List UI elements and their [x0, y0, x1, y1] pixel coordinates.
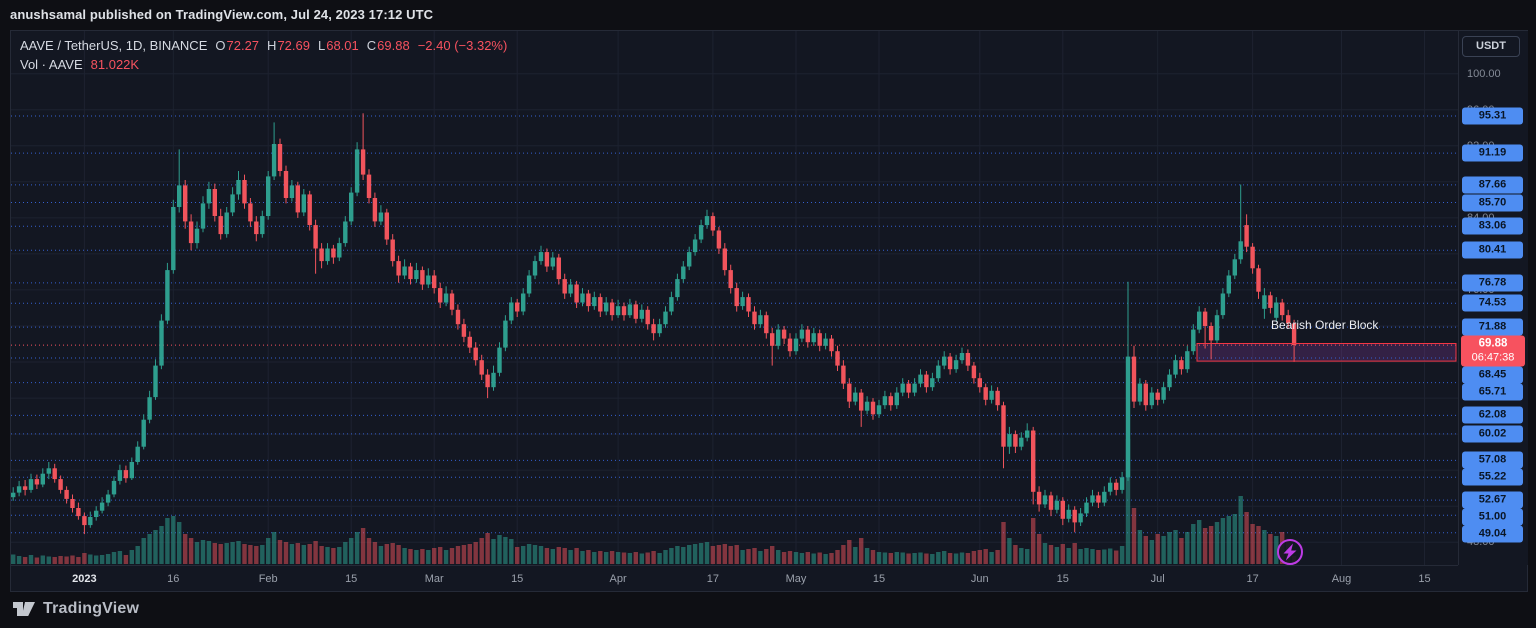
price-alert-label[interactable]: 83.06 [1462, 217, 1523, 235]
ohlc-low: L 68.01 [317, 37, 359, 53]
bearish-order-block-label[interactable]: Bearish Order Block [1271, 318, 1379, 332]
last-price-value: 69.88 [1478, 337, 1508, 350]
order-block-zone[interactable] [1196, 343, 1457, 362]
time-tick-15: 15 [511, 573, 524, 585]
price-alert-label[interactable]: 55.22 [1462, 468, 1523, 486]
time-tick-jun: Jun [970, 573, 989, 585]
chart-area[interactable]: AAVE / TetherUS, 1D, BINANCE O 72.27 H 72.… [11, 31, 1458, 565]
time-tick-jul: Jul [1150, 573, 1165, 585]
price-alert-label[interactable]: 51.00 [1462, 508, 1523, 526]
time-tick-apr: Apr [609, 573, 627, 585]
time-tick-17: 17 [1246, 573, 1259, 585]
price-alert-label[interactable]: 95.31 [1462, 107, 1523, 125]
time-tick-16: 16 [167, 573, 180, 585]
price-alert-label[interactable]: 62.08 [1462, 406, 1523, 424]
price-alert-label[interactable]: 80.41 [1462, 241, 1523, 259]
price-alert-label[interactable]: 60.02 [1462, 425, 1523, 443]
symbol-legend: AAVE / TetherUS, 1D, BINANCE O 72.27 H 72.… [20, 36, 507, 73]
time-tick-feb: Feb [258, 573, 278, 585]
boost-icon[interactable] [1277, 539, 1303, 565]
ohlc-close: C 69.88 [366, 37, 410, 53]
price-alert-label[interactable]: 91.19 [1462, 144, 1523, 162]
candlestick-chart[interactable] [11, 31, 1458, 565]
price-alert-label[interactable]: 71.88 [1462, 318, 1523, 336]
legend-ohlc-row: AAVE / TetherUS, 1D, BINANCE O 72.27 H 72.… [20, 36, 507, 54]
chart-widget: AAVE / TetherUS, 1D, BINANCE O 72.27 H 72.… [10, 30, 1528, 592]
price-alert-label[interactable]: 76.78 [1462, 274, 1523, 292]
time-tick-2023: 2023 [72, 573, 97, 585]
time-tick-may: May [785, 573, 807, 585]
tradingview-logo-icon [13, 601, 35, 616]
currency-toggle-button[interactable]: USDT [1462, 36, 1520, 57]
time-tick-mar: Mar [424, 573, 444, 585]
price-axis[interactable]: USDT 100.0096.0092.0084.0076.0048.0095.3… [1458, 31, 1528, 565]
time-tick-15: 15 [345, 573, 358, 585]
tradingview-wordmark: TradingView [43, 600, 140, 617]
price-alert-label[interactable]: 68.45 [1462, 366, 1523, 384]
legend-volume-row: Vol · AAVE 81.022K [20, 55, 507, 73]
time-axis[interactable]: 2023 16 Feb 15 Mar 15 Apr 17 May 15 Jun 15 Jul 17 Aug 1… [11, 565, 1458, 592]
price-alert-label[interactable]: 57.08 [1462, 451, 1523, 469]
change-value: −2.40 (−3.32%) [417, 37, 508, 53]
price-alert-label[interactable]: 85.70 [1462, 194, 1523, 211]
price-alert-label[interactable]: 65.71 [1462, 383, 1523, 401]
time-tick-15: 15 [872, 573, 886, 585]
price-grid-label: 100.00 [1467, 67, 1501, 80]
ohlc-open: O 72.27 [215, 37, 260, 53]
time-tick-17: 17 [706, 573, 720, 585]
bar-countdown: 06:47:38 [1471, 351, 1515, 364]
ohlc-high: H 72.69 [267, 37, 310, 53]
time-tick-aug: Aug [1331, 573, 1352, 585]
price-alert-label[interactable]: 74.53 [1462, 294, 1523, 312]
attribution-text: anushsamal published on TradingView.com,… [10, 7, 434, 22]
price-alert-label[interactable]: 49.04 [1462, 525, 1523, 543]
price-alert-label[interactable]: 52.67 [1462, 491, 1523, 509]
price-alert-label[interactable]: 87.66 [1462, 176, 1523, 194]
symbol-title[interactable]: AAVE / TetherUS, 1D, BINANCE [20, 37, 208, 53]
last-price-label: 69.88 06:47:38 [1461, 335, 1525, 367]
volume-value: 81.022K [90, 56, 140, 72]
candles-layer [11, 113, 1297, 535]
time-tick-15: 15 [1418, 573, 1431, 585]
time-tick-15: 15 [1056, 573, 1069, 585]
tradingview-branding[interactable]: TradingView [12, 596, 139, 622]
volume-label[interactable]: Vol · AAVE [20, 56, 83, 72]
